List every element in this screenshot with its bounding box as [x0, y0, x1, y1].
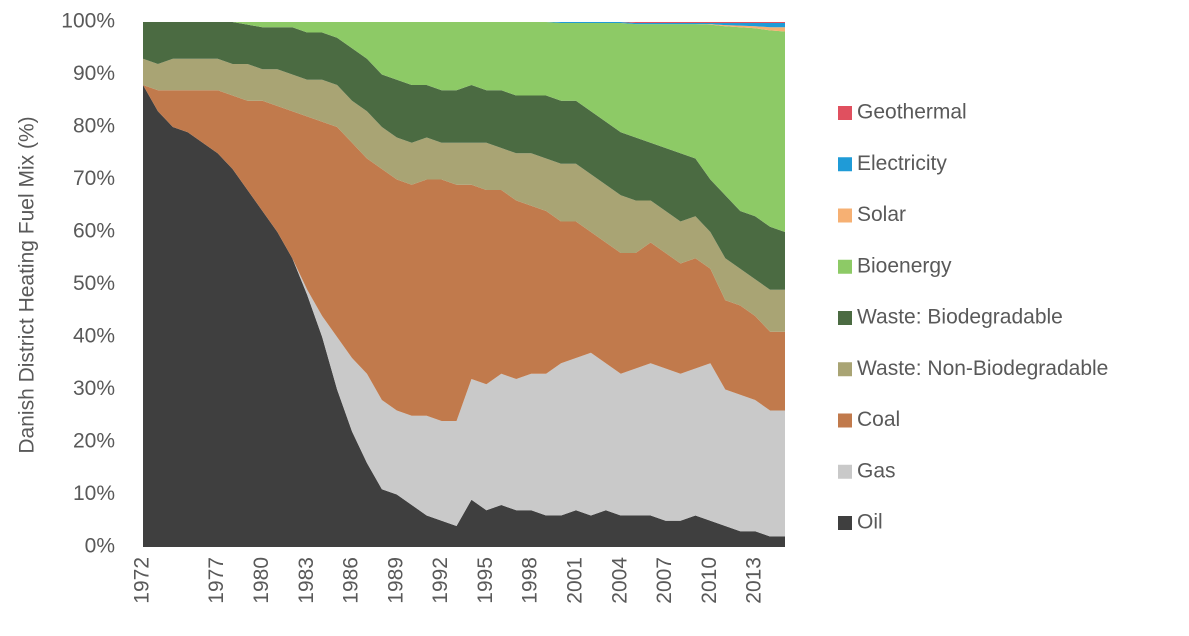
area — [143, 22, 785, 24]
legend-label: Electricity — [857, 152, 947, 175]
area — [143, 22, 785, 290]
x-tick-label: 1998 — [519, 557, 542, 604]
x-tick-label: 1986 — [340, 557, 363, 604]
x-tick-label: 1992 — [429, 557, 452, 604]
y-tick-label: 30% — [73, 377, 115, 400]
legend-label: Waste: Non-Biodegradable — [857, 357, 1108, 380]
legend-swatch — [838, 464, 852, 479]
legend-label: Oil — [857, 511, 883, 534]
legend-swatch — [838, 311, 852, 325]
legend-swatch — [838, 362, 852, 377]
legend-swatch — [838, 259, 852, 274]
y-tick-label: 100% — [61, 10, 115, 33]
legend-label: Gas — [857, 459, 896, 482]
area — [143, 85, 785, 421]
x-tick-label: 2010 — [698, 557, 721, 604]
legend-swatch — [838, 106, 852, 120]
y-tick-label: 0% — [85, 535, 115, 558]
x-tick-label: 1983 — [295, 557, 318, 604]
x-tick-label: 2007 — [653, 557, 676, 604]
x-tick-label: 1977 — [205, 557, 228, 604]
y-tick-label: 10% — [73, 482, 115, 505]
y-tick-label: 80% — [73, 115, 115, 138]
legend-label: Waste: Biodegradable — [857, 306, 1063, 329]
x-tick-label: 1989 — [384, 557, 407, 604]
x-tick-label: 1980 — [250, 557, 273, 604]
legend-swatch — [838, 516, 852, 530]
y-tick-label: 40% — [73, 325, 115, 348]
legend-label: Coal — [857, 408, 900, 431]
area — [143, 85, 785, 547]
x-tick-label: 1995 — [474, 557, 497, 604]
x-tick-label: 2013 — [743, 557, 766, 604]
legend-swatch — [838, 157, 852, 172]
x-tick-label: 2001 — [564, 557, 587, 604]
y-tick-label: 20% — [73, 430, 115, 453]
y-tick-label: 70% — [73, 167, 115, 190]
area — [143, 85, 785, 537]
y-axis-label: Danish District Heating Fuel Mix (%) — [16, 116, 39, 453]
x-tick-label: 1972 — [131, 557, 154, 604]
y-tick-label: 50% — [73, 272, 115, 295]
legend-swatch — [838, 208, 852, 223]
area — [143, 22, 785, 232]
x-tick-label: 2004 — [608, 557, 631, 604]
legend-swatch — [838, 413, 852, 428]
y-tick-label: 60% — [73, 220, 115, 243]
legend-label: Geothermal — [857, 101, 967, 124]
legend-label: Bioenergy — [857, 254, 952, 277]
legend-label: Solar — [857, 203, 906, 226]
y-tick-label: 90% — [73, 62, 115, 85]
area — [143, 58, 785, 332]
